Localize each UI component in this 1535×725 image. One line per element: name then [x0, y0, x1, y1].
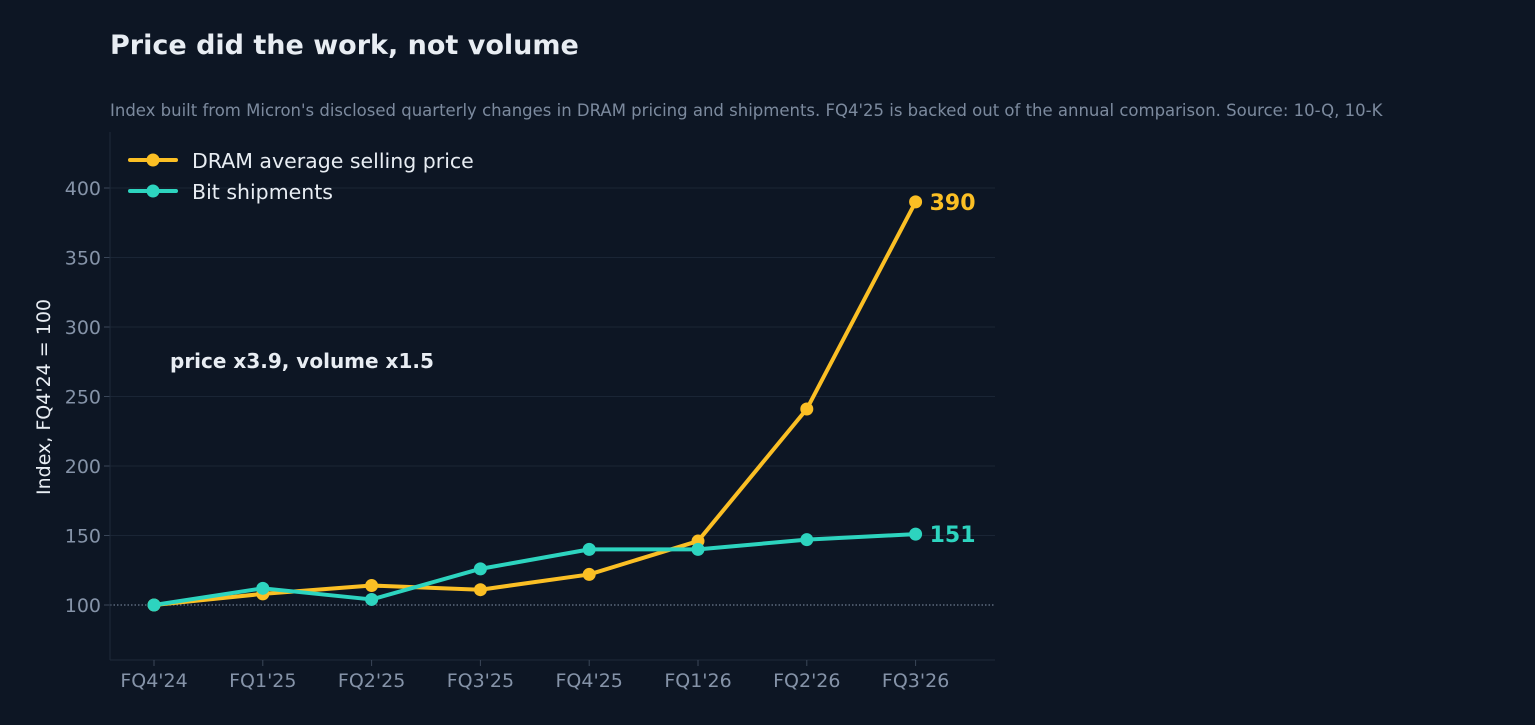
data-point	[582, 567, 596, 581]
data-point	[909, 195, 923, 209]
data-point	[256, 581, 270, 595]
legend-marker	[146, 153, 160, 167]
data-point	[473, 562, 487, 576]
data-point	[473, 583, 487, 597]
x-tick-label: FQ4'25	[556, 670, 623, 692]
x-tick-label: FQ3'26	[882, 670, 949, 692]
chart-annotation: price x3.9, volume x1.5	[170, 349, 434, 373]
axis-layer: 100 150 200 250 300 350 400 FQ4'24 FQ1'25 FQ2'25 F…	[65, 132, 995, 692]
y-tick-label: 200	[65, 456, 101, 478]
legend-label: Bit shipments	[192, 180, 333, 204]
series-layer: 390 151	[147, 191, 976, 612]
y-axis-label: Index, FQ4'24 = 100	[33, 299, 55, 495]
y-tick-label: 150	[65, 526, 101, 548]
data-point	[582, 542, 596, 556]
legend-label: DRAM average selling price	[192, 149, 474, 173]
x-tick-label: FQ3'25	[447, 670, 514, 692]
chart-title: Price did the work, not volume	[110, 30, 579, 61]
series-line	[152, 199, 918, 607]
y-tick-label: 400	[65, 178, 101, 200]
series-line	[152, 532, 918, 607]
data-point	[365, 579, 379, 593]
x-tick-label: FQ2'26	[773, 670, 840, 692]
x-tick-label: FQ1'25	[229, 670, 296, 692]
x-tick-label: FQ1'26	[664, 670, 731, 692]
data-point	[800, 533, 814, 547]
x-tick-label: FQ4'24	[120, 670, 187, 692]
data-point	[365, 592, 379, 606]
chart-subtitle: Index built from Micron's disclosed quar…	[110, 101, 1383, 120]
y-tick-label: 350	[65, 248, 101, 270]
data-point	[691, 542, 705, 556]
grid-layer	[110, 187, 995, 606]
y-tick-label: 300	[65, 317, 101, 339]
data-point	[909, 527, 923, 541]
data-point	[800, 402, 814, 416]
legend: DRAM average selling price Bit shipments	[128, 149, 474, 204]
y-tick-label: 100	[65, 595, 101, 617]
legend-marker	[146, 184, 160, 198]
x-tick-label: FQ2'25	[338, 670, 405, 692]
end-value-label: 390	[930, 191, 976, 216]
y-tick-label: 250	[65, 387, 101, 409]
end-value-label: 151	[930, 523, 976, 548]
data-point	[147, 598, 161, 612]
